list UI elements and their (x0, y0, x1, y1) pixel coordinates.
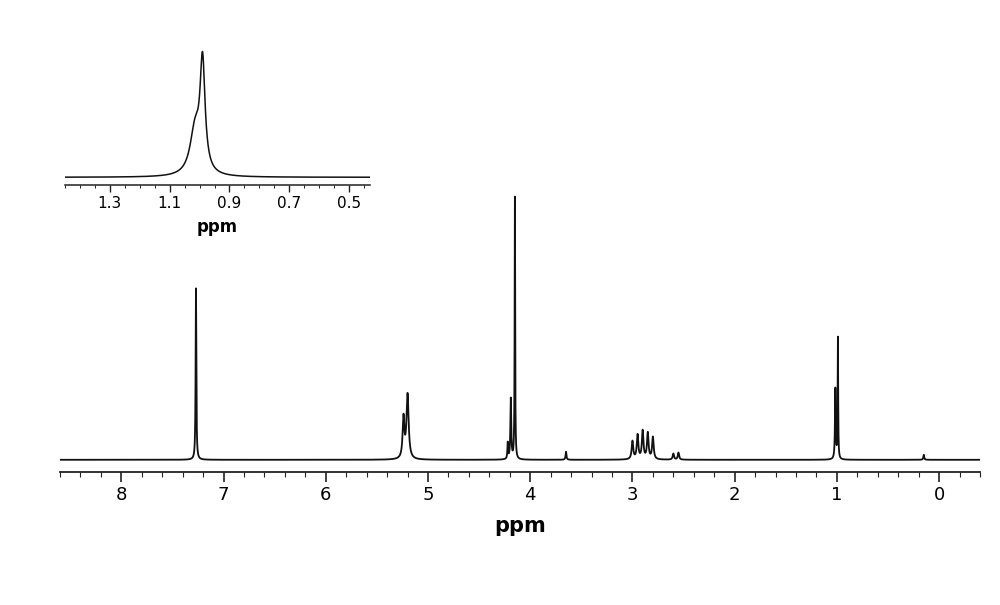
X-axis label: ppm: ppm (494, 515, 546, 535)
X-axis label: ppm: ppm (197, 218, 238, 237)
